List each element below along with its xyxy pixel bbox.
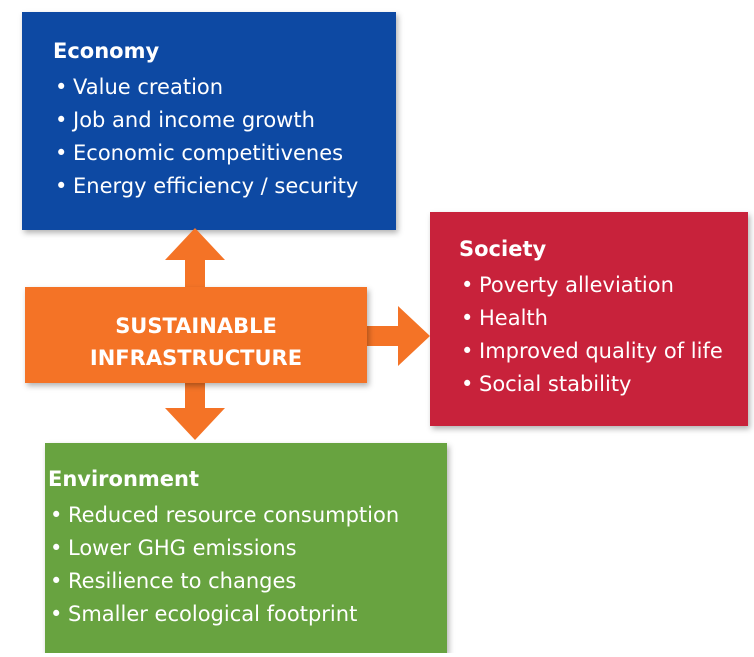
society-box [430, 212, 748, 426]
box-title: Society [459, 237, 546, 261]
bullet: • [50, 536, 62, 560]
bullet: • [55, 141, 67, 165]
box-title: Economy [53, 39, 159, 63]
bullet: • [55, 75, 67, 99]
bullet: • [55, 174, 67, 198]
arrow-right [365, 306, 430, 366]
environment-box [45, 443, 447, 653]
economy-box [22, 12, 396, 230]
box-item: Health [479, 306, 548, 330]
center-label: INFRASTRUCTURE [90, 346, 302, 370]
box-item: Value creation [73, 75, 223, 99]
arrows [165, 228, 430, 440]
bullet: • [50, 569, 62, 593]
center-label: SUSTAINABLE [115, 314, 277, 338]
box-title: Environment [48, 467, 199, 491]
bullet: • [461, 372, 473, 396]
center-box [25, 287, 367, 383]
box-item: Social stability [479, 372, 631, 396]
box-item: Energy efficiency / security [73, 174, 358, 198]
box-item: Job and income growth [71, 108, 315, 132]
arrow-up [165, 228, 225, 290]
bullet: • [50, 602, 62, 626]
bullet: • [461, 339, 473, 363]
bullet: • [461, 273, 473, 297]
box-item: Poverty alleviation [479, 273, 674, 297]
box-item: Resilience to changes [68, 569, 296, 593]
arrow-down [165, 380, 225, 440]
box-item: Reduced resource consumption [68, 503, 399, 527]
bullet: • [55, 108, 67, 132]
box-item: Lower GHG emissions [68, 536, 297, 560]
box-item: Smaller ecological footprint [68, 602, 357, 626]
bullet: • [50, 503, 62, 527]
box-item: Economic competitivenes [73, 141, 343, 165]
box-item: Improved quality of life [479, 339, 723, 363]
bullet: • [461, 306, 473, 330]
